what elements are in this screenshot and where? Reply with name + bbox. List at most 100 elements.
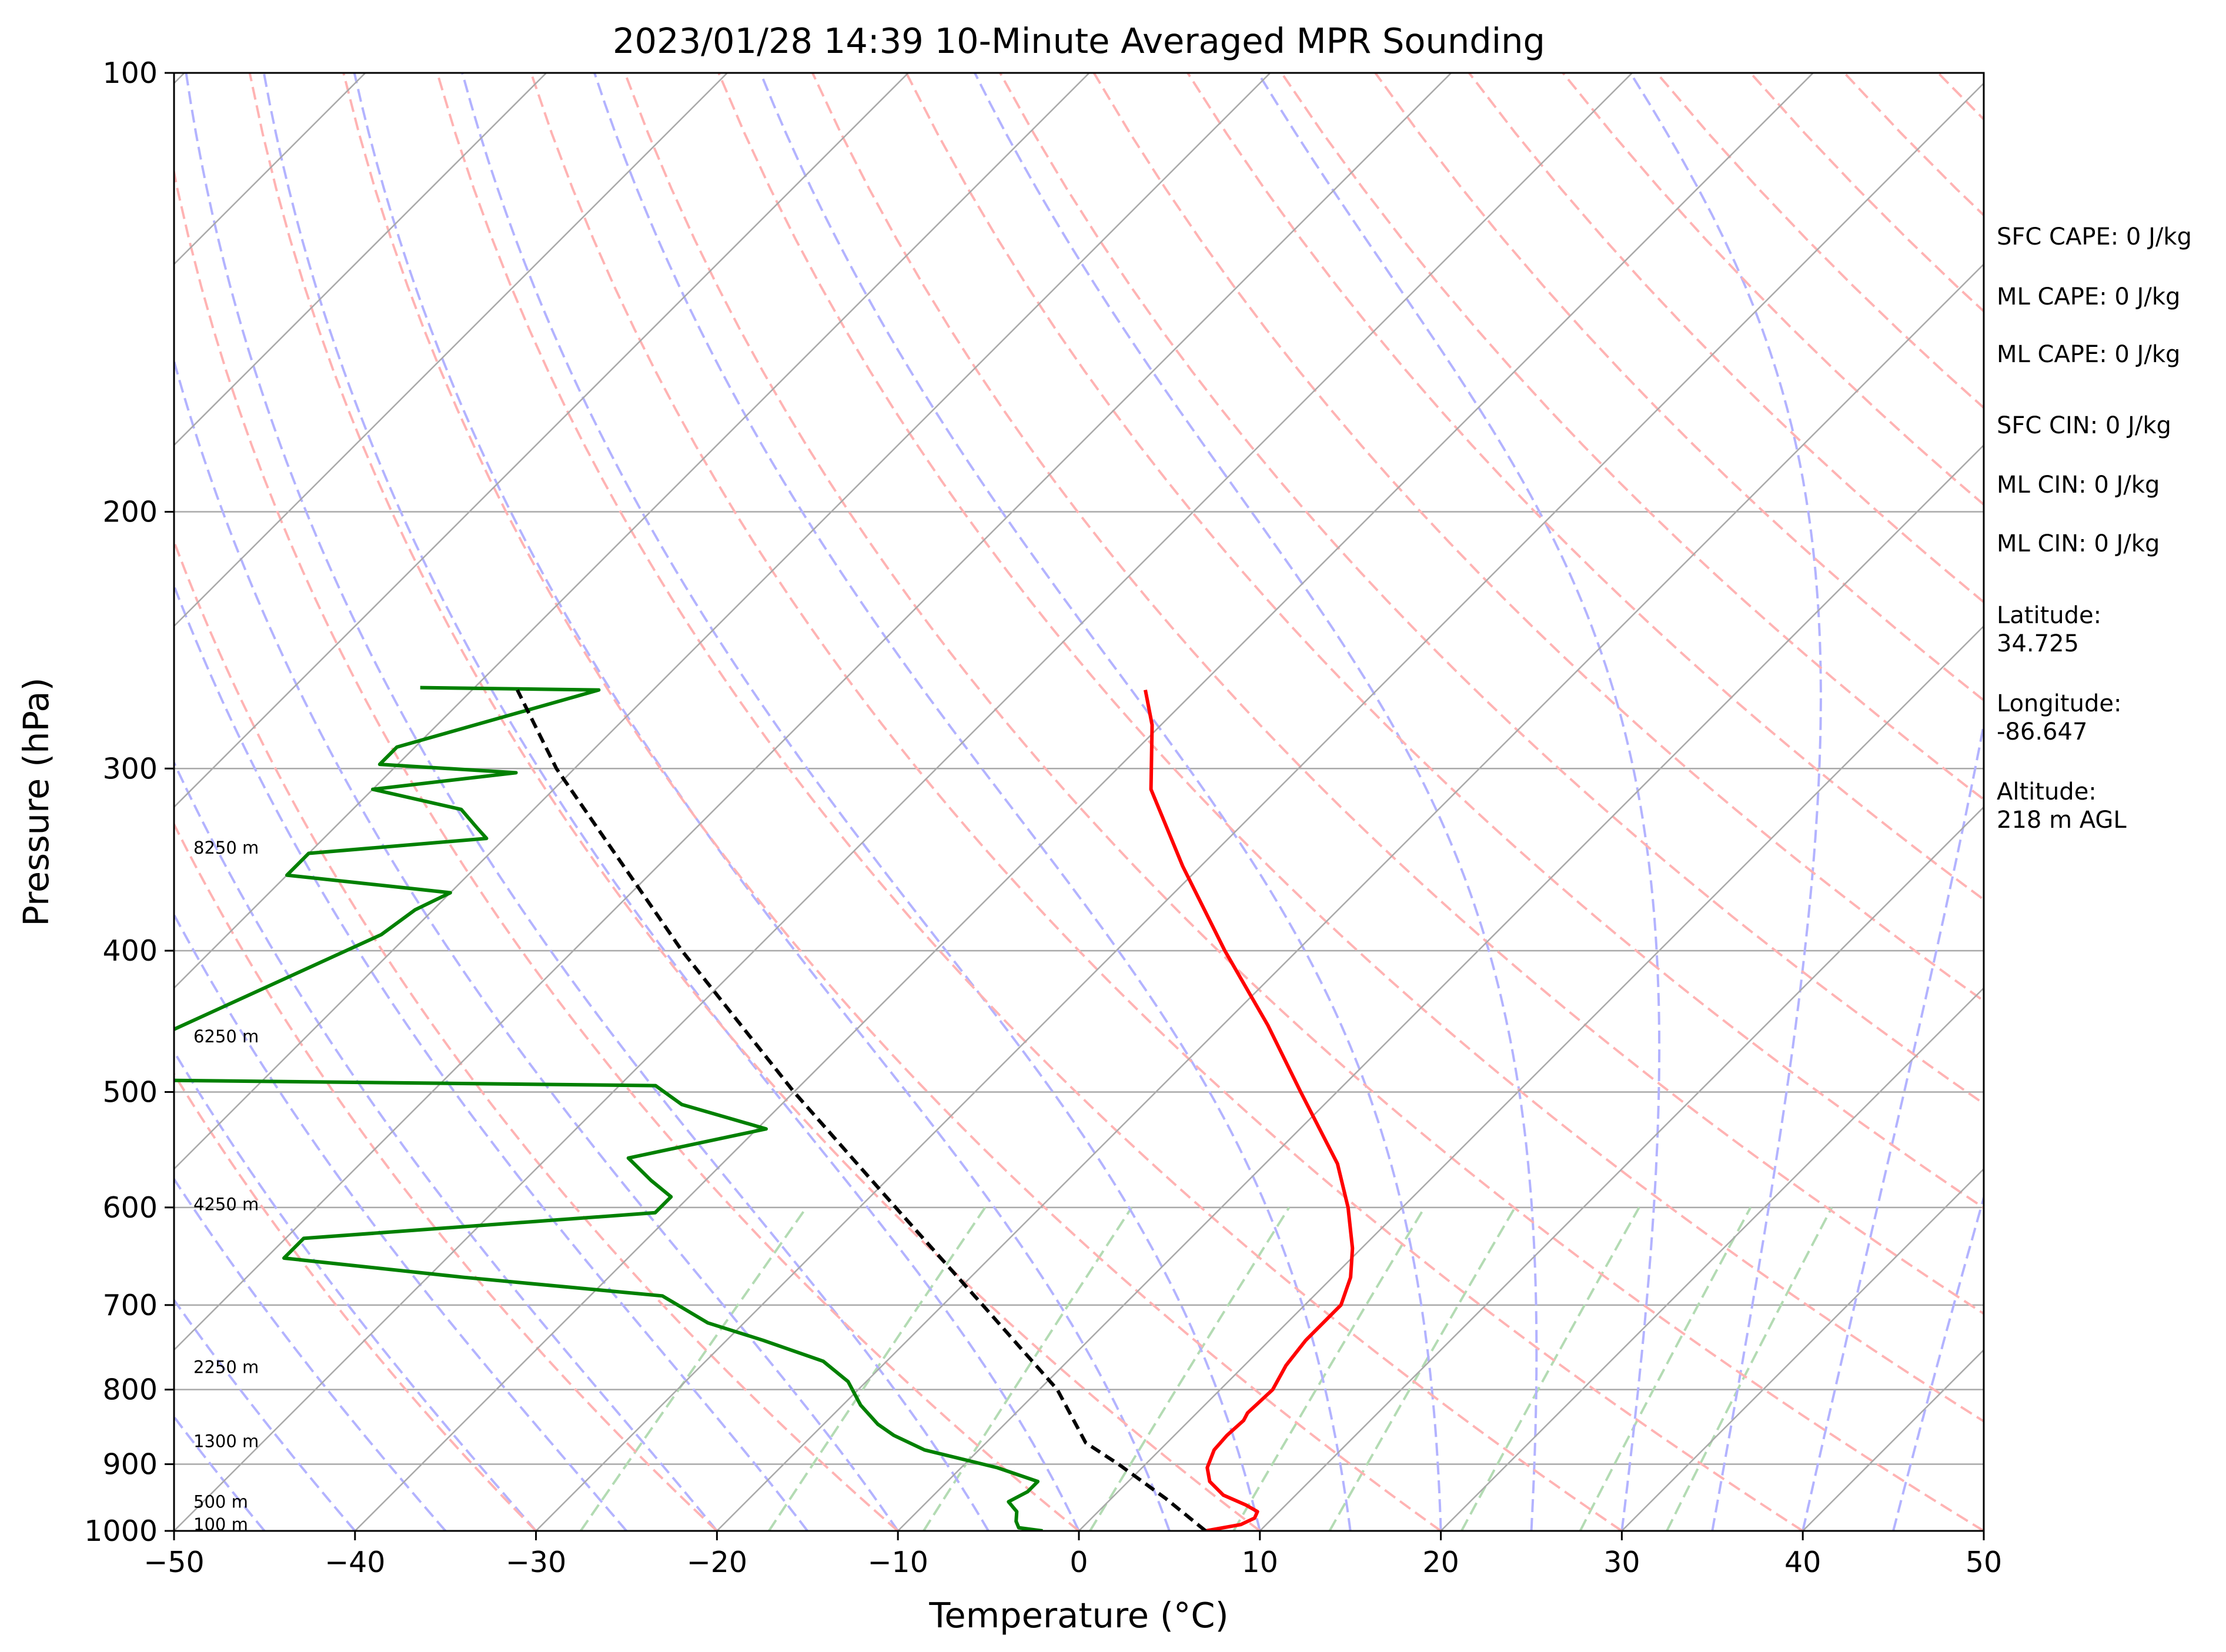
dry-adiabat [436, 73, 1623, 1531]
dry-adiabat [1186, 73, 1984, 901]
moist-adiabat [1256, 73, 1661, 1531]
side-panel-line: -86.647 [1997, 718, 2087, 745]
x-tick-label: −40 [325, 1546, 385, 1579]
side-panel: SFC CAPE: 0 J/kg ML CAPE: 0 J/kg ML CAPE: … [1997, 223, 2192, 834]
pressure-gridlines [174, 73, 1984, 1531]
moist-adiabat [174, 1049, 537, 1531]
isotherm-line [1440, 986, 1984, 1531]
dry-adiabat [1280, 73, 1984, 801]
dry-adiabat [999, 73, 1984, 1105]
height-label: 4250 m [193, 1194, 259, 1214]
mixing-ratio-line [1089, 1206, 1291, 1531]
moist-adiabat [1629, 73, 1822, 1531]
isotherm-line [174, 73, 1271, 1171]
side-panel-line: SFC CIN: 0 J/kg [1997, 412, 2171, 439]
moist-adiabat [174, 356, 899, 1531]
isotherm-line [535, 82, 1984, 1531]
moist-adiabat [974, 73, 1538, 1531]
y-tick-label: 700 [102, 1289, 158, 1322]
y-tick-label: 400 [102, 934, 158, 968]
isotherm-line [1259, 806, 1984, 1531]
x-tick-label: 30 [1603, 1546, 1640, 1579]
isotherm-line [174, 73, 909, 808]
x-axis-label: Temperature (°C) [928, 1595, 1228, 1636]
y-tick-label: 300 [102, 752, 158, 785]
y-axis-ticks: 100 200 300 400 500 600 700 800 900 1000 [84, 56, 174, 1548]
dry-adiabat [174, 821, 718, 1531]
moist-adiabat [353, 73, 1171, 1531]
plot-area [0, 73, 1984, 1531]
dry-adiabat [174, 1072, 537, 1531]
dry-adiabats [174, 73, 1984, 1531]
mixing-ratio-line [923, 1206, 1133, 1531]
mixing-ratio-line [579, 1206, 808, 1531]
sounding-series [174, 685, 1355, 1531]
dry-adiabat [248, 73, 1261, 1531]
y-tick-label: 500 [102, 1075, 158, 1109]
isotherm-line [174, 73, 1633, 1531]
side-panel-line: 34.725 [1997, 630, 2079, 657]
side-panel-line: 218 m AGL [1997, 807, 2127, 834]
plot-frame [173, 72, 1985, 1532]
x-tick-label: 10 [1242, 1546, 1278, 1579]
moist-adiabat [759, 73, 1442, 1531]
dry-adiabat [174, 538, 899, 1531]
moist-adiabat [593, 73, 1352, 1531]
y-tick-label: 1000 [84, 1514, 158, 1548]
dry-adiabat [530, 73, 1804, 1531]
moist-adiabat [174, 1176, 447, 1531]
x-tick-label: 20 [1422, 1546, 1459, 1579]
moist-adiabat [185, 73, 990, 1531]
x-tick-label: 0 [1069, 1546, 1088, 1579]
isotherm-line [897, 444, 1984, 1531]
height-label: 1300 m [193, 1432, 259, 1452]
dry-adiabat [342, 73, 1442, 1531]
isotherm-line [0, 73, 4, 1531]
x-axis-ticks: −50 −40 −30 −20 −10 0 10 20 30 40 50 [143, 1531, 2002, 1579]
dewpoint-line [174, 685, 1043, 1531]
x-tick-label: 40 [1784, 1546, 1821, 1579]
isotherm-line [1078, 625, 1984, 1531]
mixing-ratio-line [1666, 1206, 1833, 1531]
dry-adiabat [811, 73, 1984, 1315]
isotherm-line [174, 73, 547, 446]
isotherm-line [174, 73, 1090, 989]
moist-adiabat [174, 760, 718, 1531]
moist-adiabat [174, 912, 628, 1531]
x-tick-label: −30 [506, 1546, 566, 1579]
side-panel-line: ML CIN: 0 J/kg [1997, 530, 2160, 557]
moist-adiabats [174, 73, 1984, 1531]
isotherm-line [716, 263, 1984, 1531]
moist-adiabat [1892, 1193, 1984, 1531]
mixing-ratio-line [1579, 1206, 1752, 1531]
dry-adiabat [717, 73, 1984, 1423]
parcel-line [516, 689, 1207, 1531]
isotherm-line [1621, 1168, 1984, 1531]
isotherm-lines [0, 73, 1984, 1531]
side-panel-line: Altitude: [1997, 778, 2097, 805]
y-axis-label: Pressure (hPa) [16, 677, 56, 926]
chart-title: 2023/01/28 14:39 10-Minute Averaged MPR … [613, 21, 1545, 61]
moist-adiabat [174, 1297, 356, 1531]
y-tick-label: 600 [102, 1191, 158, 1225]
isotherm-line [354, 73, 1814, 1531]
moist-adiabat [461, 73, 1261, 1531]
y-tick-label: 100 [102, 56, 158, 90]
side-panel-line: ML CIN: 0 J/kg [1997, 471, 2160, 499]
dry-adiabat [623, 73, 1984, 1531]
side-panel-line: SFC CAPE: 0 J/kg [1997, 223, 2192, 250]
temperature-line [1144, 690, 1355, 1531]
height-label: 8250 m [193, 838, 259, 858]
height-label: 6250 m [193, 1026, 259, 1046]
side-panel-line: Longitude: [1997, 690, 2121, 717]
x-tick-label: −10 [867, 1546, 928, 1579]
isotherm-line [174, 73, 728, 627]
side-panel-line: ML CAPE: 0 J/kg [1997, 341, 2180, 368]
isotherm-line [174, 73, 1452, 1351]
y-tick-label: 900 [102, 1448, 158, 1482]
mixing-ratio-line [1232, 1206, 1426, 1531]
moist-adiabat [1801, 718, 1984, 1531]
side-panel-line: Latitude: [1997, 602, 2101, 629]
